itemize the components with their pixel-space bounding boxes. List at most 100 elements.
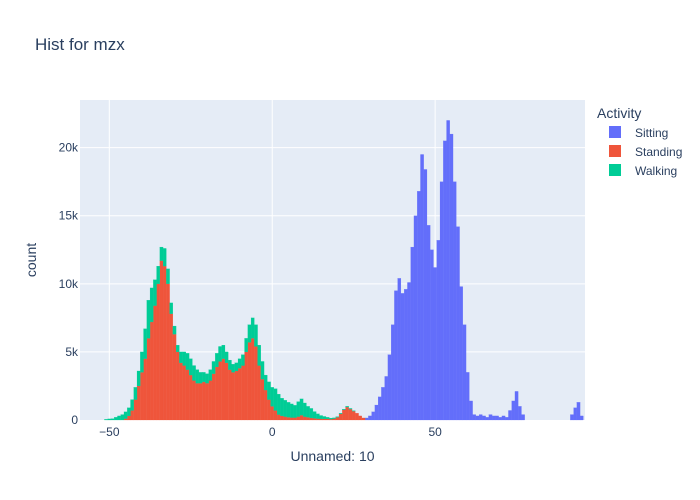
bar-walking <box>110 418 115 421</box>
bar-walking <box>133 387 138 400</box>
bar-sitting <box>368 415 372 421</box>
bar-standing <box>319 418 323 421</box>
x-axis-ticks: −50 0 50 <box>99 425 442 439</box>
bar-sitting <box>391 324 395 421</box>
bar-walking <box>329 417 333 420</box>
bar-standing <box>322 418 327 421</box>
bar-standing <box>146 338 151 421</box>
bar-walking <box>316 413 320 419</box>
bar-walking <box>198 372 203 384</box>
bar-walking <box>283 400 287 417</box>
bar-standing <box>234 370 239 421</box>
bar-sitting <box>384 376 388 421</box>
bar-standing <box>296 416 301 421</box>
bar-walking <box>260 361 265 380</box>
bar-sitting <box>495 415 499 421</box>
bar-walking <box>114 417 118 421</box>
bar-sitting <box>374 404 379 421</box>
bar-sitting <box>492 415 496 421</box>
bar-sitting <box>482 415 486 421</box>
bar-standing <box>211 373 216 421</box>
bar-standing <box>329 419 333 421</box>
bar-standing <box>280 415 284 421</box>
bar-walking <box>169 302 173 314</box>
bar-walking <box>250 317 255 339</box>
bar-standing <box>247 342 252 421</box>
bar-walking <box>234 362 239 372</box>
legend-swatch-walking <box>609 164 621 176</box>
bar-standing <box>195 383 200 421</box>
bar-sitting <box>397 278 402 421</box>
chart-title: Hist for mzx <box>35 35 125 54</box>
legend-item-sitting[interactable]: Sitting <box>609 126 668 140</box>
bar-sitting <box>475 415 480 421</box>
legend-item-standing[interactable]: Standing <box>609 145 682 159</box>
bar-walking <box>299 398 304 416</box>
bar-standing <box>208 380 213 421</box>
bar-walking <box>270 387 274 407</box>
bar-walking <box>351 410 356 412</box>
bar-standing <box>169 313 173 421</box>
bar-sitting <box>423 169 428 421</box>
bar-walking <box>224 351 229 363</box>
bar-standing <box>267 399 271 421</box>
bar-walking <box>117 415 121 421</box>
bar-sitting <box>449 133 454 421</box>
bar-sitting <box>433 267 437 421</box>
bar-sitting <box>439 181 444 421</box>
bar-walking <box>237 358 242 369</box>
bar-sitting <box>479 414 483 421</box>
legend-item-walking[interactable]: Walking <box>609 164 677 178</box>
bar-standing <box>332 418 336 421</box>
bar-standing <box>143 358 147 421</box>
bar-sitting <box>508 410 512 421</box>
bar-standing <box>325 418 330 421</box>
bar-sitting <box>426 225 431 421</box>
bar-standing <box>263 389 268 421</box>
bar-standing <box>277 414 281 421</box>
bar-walking <box>215 353 219 367</box>
bar-standing <box>338 413 343 421</box>
legend-label-walking: Walking <box>635 164 677 178</box>
bar-standing <box>221 358 226 421</box>
bar-walking <box>319 415 323 420</box>
bar-standing <box>273 410 278 421</box>
bar-sitting <box>573 407 577 421</box>
legend: Activity Sitting Standing Walking <box>597 105 682 178</box>
bar-sitting <box>570 414 574 421</box>
bar-sitting <box>400 293 405 421</box>
bar-standing <box>257 365 261 421</box>
bar-sitting <box>501 415 506 421</box>
bar-standing <box>156 283 160 421</box>
bar-walking <box>159 246 164 261</box>
bar-standing <box>192 380 196 421</box>
bar-walking <box>107 418 112 421</box>
x-axis-title: Unnamed: 10 <box>290 448 374 464</box>
bar-walking <box>303 402 307 417</box>
bar-standing <box>348 409 353 421</box>
bar-sitting <box>511 400 516 421</box>
bar-sitting <box>580 415 584 421</box>
y-tick-label: 20k <box>59 141 79 155</box>
bar-walking <box>322 416 327 420</box>
bar-standing <box>237 368 242 421</box>
bar-standing <box>179 362 183 421</box>
bar-walking <box>182 351 186 366</box>
bar-sitting <box>456 226 460 421</box>
bar-standing <box>130 410 134 421</box>
bar-sitting <box>452 181 457 421</box>
bar-sitting <box>459 286 463 421</box>
bar-standing <box>335 417 340 421</box>
bar-standing <box>159 260 164 421</box>
bar-walking <box>162 248 167 267</box>
bar-standing <box>254 346 258 421</box>
bar-walking <box>293 405 297 418</box>
bar-standing <box>224 362 229 421</box>
y-axis-title: count <box>23 243 39 277</box>
bar-standing <box>306 417 310 421</box>
bar-walking <box>218 346 222 362</box>
bar-walking <box>136 370 141 387</box>
bar-sitting <box>378 396 382 421</box>
bar-sitting <box>387 354 392 421</box>
